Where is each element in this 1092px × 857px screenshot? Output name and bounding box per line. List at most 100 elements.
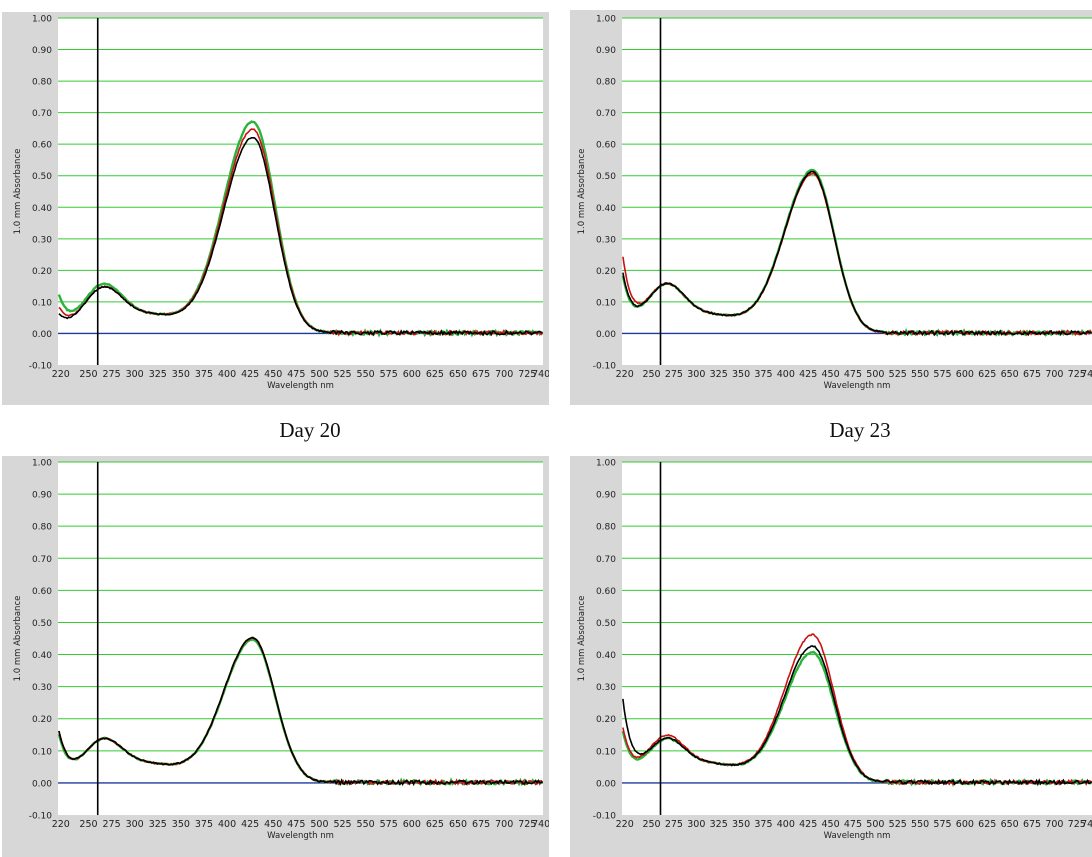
x-tick-label: 300: [126, 819, 144, 830]
x-tick-label: 350: [172, 369, 190, 380]
x-tick-label: 450: [264, 369, 282, 380]
y-tick-label: 0.70: [32, 555, 52, 565]
series-line-black: [58, 636, 543, 787]
x-tick-label: 400: [777, 819, 795, 830]
y-tick-label: 0.70: [596, 555, 616, 565]
x-tick-label: 400: [218, 369, 236, 380]
series-line-black: [622, 170, 1092, 337]
caption-day-20: Day 20: [279, 418, 341, 442]
x-axis-label: Wavelength nm: [824, 381, 891, 391]
y-tick-label: 0.90: [32, 491, 52, 501]
y-tick-label: 0.30: [596, 683, 616, 693]
x-tick-label: 425: [241, 369, 259, 380]
x-tick-label: 350: [172, 819, 190, 830]
y-tick-label: 0.00: [32, 779, 52, 789]
y-axis-label: 1.0 mm Absorbance: [577, 596, 587, 682]
y-tick-label: 1.00: [596, 15, 616, 25]
y-tick-label: 0.20: [596, 715, 616, 725]
y-tick-label: 0.60: [596, 141, 616, 151]
x-tick-label: 600: [956, 819, 974, 830]
x-tick-label: 400: [777, 369, 795, 380]
x-tick-label: 575: [933, 369, 951, 380]
y-tick-label: -0.10: [593, 812, 617, 822]
x-tick-label: 675: [1023, 369, 1041, 380]
spectrum-panel-top-right: 1.00 0.90 0.80 0.70 0.60 0.50 0.40 0.30 0.20 0.10…: [570, 10, 1092, 405]
x-tick-label: 740: [532, 369, 549, 380]
x-tick-label: 575: [380, 819, 398, 830]
y-tick-label: 0.20: [32, 715, 52, 725]
x-tick-label: 450: [822, 369, 840, 380]
x-tick-label: 220: [52, 369, 70, 380]
spectrum-chart-top-right: 1.00 0.90 0.80 0.70 0.60 0.50 0.40 0.30 0.20 0.10…: [577, 15, 1092, 391]
y-tick-label: 0.10: [32, 298, 52, 308]
x-tick-label: 425: [799, 369, 817, 380]
x-axis-label: Wavelength nm: [824, 831, 891, 841]
x-tick-label: 525: [889, 819, 907, 830]
y-tick-label: 0.80: [596, 523, 616, 533]
spectrum-panel-top-left: 1.00 0.90 0.80 0.70 0.60 0.50 0.40 0.30 0.20 0.10…: [2, 12, 549, 405]
y-tick-label: 0.20: [596, 267, 616, 277]
y-tick-label: 0.80: [32, 523, 52, 533]
x-tick-label: 300: [687, 819, 705, 830]
x-tick-label: 725: [1068, 819, 1086, 830]
y-tick-label: 0.10: [596, 747, 616, 757]
y-tick-label: -0.10: [29, 362, 53, 372]
y-tick-label: 0.60: [596, 587, 616, 597]
x-tick-label: 425: [241, 819, 259, 830]
x-tick-label: 500: [310, 819, 328, 830]
y-tick-label: 1.00: [596, 459, 616, 469]
x-tick-label: 325: [149, 819, 167, 830]
x-tick-label: 600: [403, 819, 421, 830]
x-tick-label: 500: [866, 369, 884, 380]
x-tick-label: 350: [732, 819, 750, 830]
y-axis-label: 1.0 mm Absorbance: [577, 149, 587, 235]
plot-area: [622, 462, 1092, 815]
x-tick-label: 475: [287, 369, 305, 380]
y-tick-label: 0.40: [596, 651, 616, 661]
x-tick-label: 700: [1045, 369, 1063, 380]
y-tick-label: 0.80: [596, 78, 616, 88]
y-tick-label: 0.50: [32, 619, 52, 629]
x-tick-label: 325: [710, 819, 728, 830]
y-tick-label: 0.70: [596, 109, 616, 119]
x-tick-label: 740: [1081, 369, 1092, 380]
x-tick-label: 740: [1081, 819, 1092, 830]
spectrum-chart-bottom-right: 1.00 0.90 0.80 0.70 0.60 0.50 0.40 0.30 0.20 0.10…: [577, 459, 1092, 841]
x-tick-label: 700: [495, 369, 513, 380]
spectrum-chart-bottom-left: 1.00 0.90 0.80 0.70 0.60 0.50 0.40 0.30 0.20 0.10…: [13, 459, 549, 842]
x-tick-label: 375: [754, 369, 772, 380]
y-tick-label: 0.50: [596, 172, 616, 182]
y-tick-label: 0.30: [596, 235, 616, 245]
y-tick-label: 0.40: [32, 651, 52, 661]
x-tick-label: 220: [52, 819, 70, 830]
x-tick-label: 450: [264, 819, 282, 830]
x-tick-label: 550: [357, 819, 375, 830]
x-tick-label: 525: [333, 819, 351, 830]
y-tick-label: 0.60: [32, 141, 52, 151]
x-tick-label: 675: [472, 819, 490, 830]
plot-area: [622, 18, 1092, 365]
x-tick-label: 275: [665, 369, 683, 380]
x-tick-label: 550: [911, 819, 929, 830]
x-tick-label: 350: [732, 369, 750, 380]
y-tick-label: 1.00: [32, 459, 52, 469]
x-tick-label: 475: [844, 369, 862, 380]
x-tick-label: 575: [933, 819, 951, 830]
x-tick-label: 250: [642, 819, 660, 830]
y-tick-label: 0.00: [596, 779, 616, 789]
x-tick-label: 500: [310, 369, 328, 380]
y-tick-label: 0.70: [32, 109, 52, 119]
x-tick-label: 675: [472, 369, 490, 380]
x-tick-label: 275: [103, 819, 121, 830]
x-tick-label: 300: [126, 369, 144, 380]
x-tick-label: 300: [687, 369, 705, 380]
y-tick-label: 0.90: [32, 46, 52, 56]
y-tick-label: 0.60: [32, 587, 52, 597]
x-tick-label: 725: [518, 369, 536, 380]
x-tick-label: 625: [978, 369, 996, 380]
x-tick-label: 525: [889, 369, 907, 380]
x-tick-label: 700: [1045, 819, 1063, 830]
y-tick-label: -0.10: [593, 362, 617, 372]
y-tick-label: 0.40: [32, 204, 52, 214]
plot-area: [58, 462, 543, 815]
